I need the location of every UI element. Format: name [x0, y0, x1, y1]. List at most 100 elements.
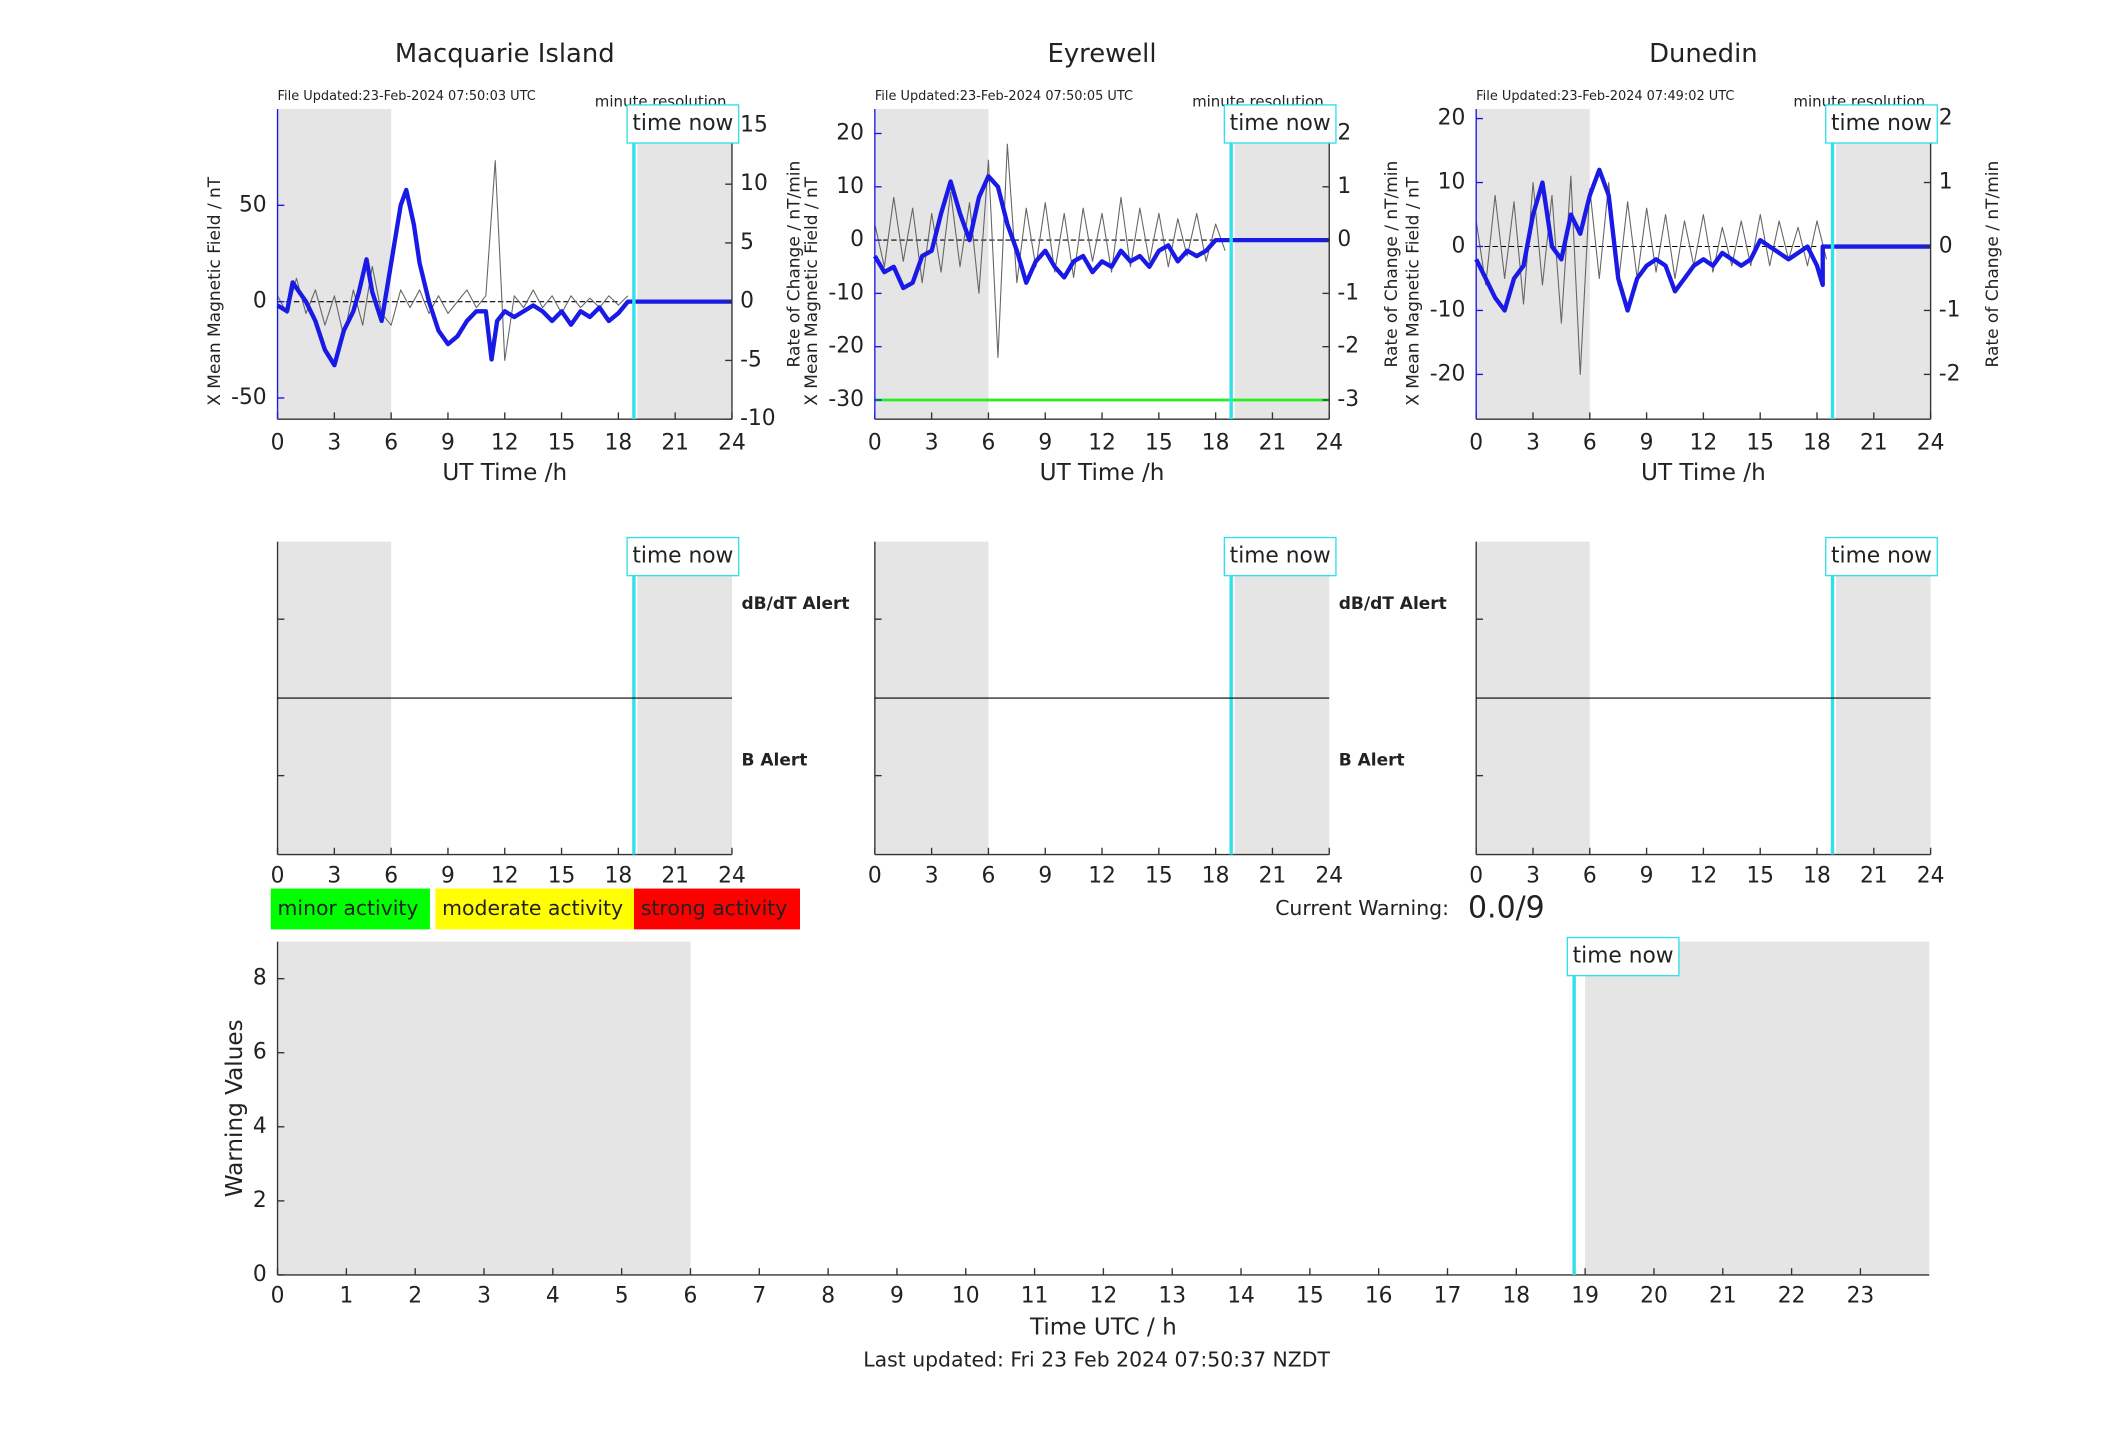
x-tick-label: 21 — [661, 863, 689, 888]
x-tick-label: 24 — [718, 431, 746, 456]
x-tick-label: 19 — [1571, 1284, 1599, 1309]
x-tick-label: 21 — [1709, 1284, 1737, 1309]
current-warning-label: Current Warning: — [1275, 896, 1449, 920]
field-line — [1474, 167, 1931, 313]
y-tick-label: 4 — [253, 1114, 267, 1139]
x-tick-label: 6 — [384, 863, 398, 888]
y2-tick-label: -5 — [740, 347, 762, 372]
x-tick-label: 18 — [1803, 431, 1831, 456]
legend-swatch — [270, 888, 430, 930]
y-tick-label: -20 — [1430, 361, 1466, 386]
field-line — [872, 174, 1330, 291]
y2-tick-label: 2 — [1939, 106, 1953, 131]
time-now-label: time now — [632, 544, 733, 569]
y-axis-label: X Mean Magnetic Field / nT — [802, 176, 822, 406]
y2-tick-label: 0 — [740, 289, 754, 314]
y-tick-label: -50 — [231, 385, 267, 410]
y-tick-label: 0 — [253, 1262, 267, 1287]
b-alert-label: B Alert — [1339, 751, 1405, 771]
y-tick-label: 0 — [253, 289, 267, 314]
x-tick-label: 0 — [1469, 863, 1483, 888]
y2-tick-label: 0 — [1337, 227, 1351, 252]
x-tick-label: 13 — [1158, 1284, 1186, 1309]
y2-tick-label: -2 — [1337, 334, 1359, 359]
x-tick-label: 5 — [615, 1284, 629, 1309]
x-tick-label: 0 — [271, 1284, 285, 1309]
b-alert-label: B Alert — [741, 751, 807, 771]
y-tick-label: 10 — [1438, 170, 1466, 195]
night-shade — [1835, 108, 1931, 420]
x-tick-label: 15 — [1145, 863, 1173, 888]
file-updated: File Updated:23-Feb-2024 07:50:05 UTC — [875, 89, 1133, 104]
night-shade — [277, 108, 392, 420]
rate-line — [1475, 175, 1828, 375]
rate-line — [277, 160, 629, 361]
time-now-label: time now — [1831, 111, 1932, 136]
x-tick-label: 18 — [605, 863, 633, 888]
time-now-label: time now — [1230, 111, 1331, 136]
x-tick-label: 15 — [548, 863, 576, 888]
time-now-label: time now — [1573, 944, 1674, 969]
x-tick-label: 24 — [1315, 863, 1343, 888]
x-tick-label: 24 — [1917, 431, 1945, 456]
x-tick-label: 3 — [1526, 431, 1540, 456]
x-tick-label: 18 — [1502, 1284, 1530, 1309]
y2-tick-label: 15 — [740, 112, 768, 137]
x-tick-label: 12 — [491, 431, 519, 456]
x-tick-label: 2 — [408, 1284, 422, 1309]
x-tick-label: 0 — [868, 431, 882, 456]
dbdt-alert-label: dB/dT Alert — [741, 594, 849, 614]
y2-axis-label: Rate of Change / nT/min — [1382, 161, 1402, 368]
x-tick-label: 16 — [1365, 1284, 1393, 1309]
y2-tick-label: -10 — [740, 406, 776, 431]
legend-label: strong activity — [641, 896, 788, 920]
x-axis-label: UT Time /h — [1040, 460, 1165, 486]
x-tick-label: 14 — [1227, 1284, 1255, 1309]
y-tick-label: 10 — [836, 174, 864, 199]
x-tick-label: 3 — [925, 863, 939, 888]
x-tick-label: 15 — [1296, 1284, 1324, 1309]
night-shade — [1585, 941, 1930, 1275]
y-tick-label: 2 — [253, 1188, 267, 1213]
x-tick-label: 9 — [1038, 431, 1052, 456]
legend-swatch — [435, 888, 635, 930]
time-now-box — [1223, 104, 1337, 144]
x-tick-label: 12 — [491, 863, 519, 888]
night-shade — [1476, 108, 1590, 420]
x-tick-label: 1 — [339, 1284, 353, 1309]
x-tick-label: 8 — [821, 1284, 835, 1309]
x-tick-label: 15 — [548, 431, 576, 456]
x-tick-label: 11 — [1021, 1284, 1049, 1309]
x-axis-label: Time UTC / h — [1029, 1315, 1177, 1341]
night-shade — [1234, 108, 1330, 420]
rate-line — [874, 143, 1226, 358]
legend-swatch — [634, 888, 800, 930]
x-tick-label: 4 — [546, 1284, 560, 1309]
time-now-box — [1825, 104, 1938, 144]
legend-label: minor activity — [278, 896, 419, 920]
x-tick-label: 0 — [868, 863, 882, 888]
x-tick-label: 3 — [1526, 863, 1540, 888]
file-updated: File Updated:23-Feb-2024 07:50:03 UTC — [278, 89, 536, 104]
x-tick-label: 18 — [1202, 431, 1230, 456]
x-axis-label: UT Time /h — [1641, 460, 1766, 486]
x-tick-label: 24 — [1917, 863, 1945, 888]
x-tick-label: 6 — [684, 1284, 698, 1309]
x-tick-label: 9 — [1640, 863, 1654, 888]
x-tick-label: 9 — [890, 1284, 904, 1309]
x-tick-label: 3 — [925, 431, 939, 456]
legend-label: moderate activity — [442, 896, 623, 920]
x-tick-label: 17 — [1434, 1284, 1462, 1309]
x-tick-label: 0 — [271, 431, 285, 456]
night-shade — [874, 108, 989, 420]
y-tick-label: -20 — [828, 334, 864, 359]
x-tick-label: 3 — [327, 431, 341, 456]
chart-title: Macquarie Island — [395, 39, 615, 69]
time-now-label: time now — [1831, 544, 1932, 569]
dbdt-alert-label: dB/dT Alert — [1339, 594, 1447, 614]
x-tick-label: 9 — [441, 863, 455, 888]
time-now-box — [1825, 536, 1938, 577]
x-tick-label: 21 — [1259, 431, 1287, 456]
x-tick-label: 12 — [1088, 431, 1116, 456]
